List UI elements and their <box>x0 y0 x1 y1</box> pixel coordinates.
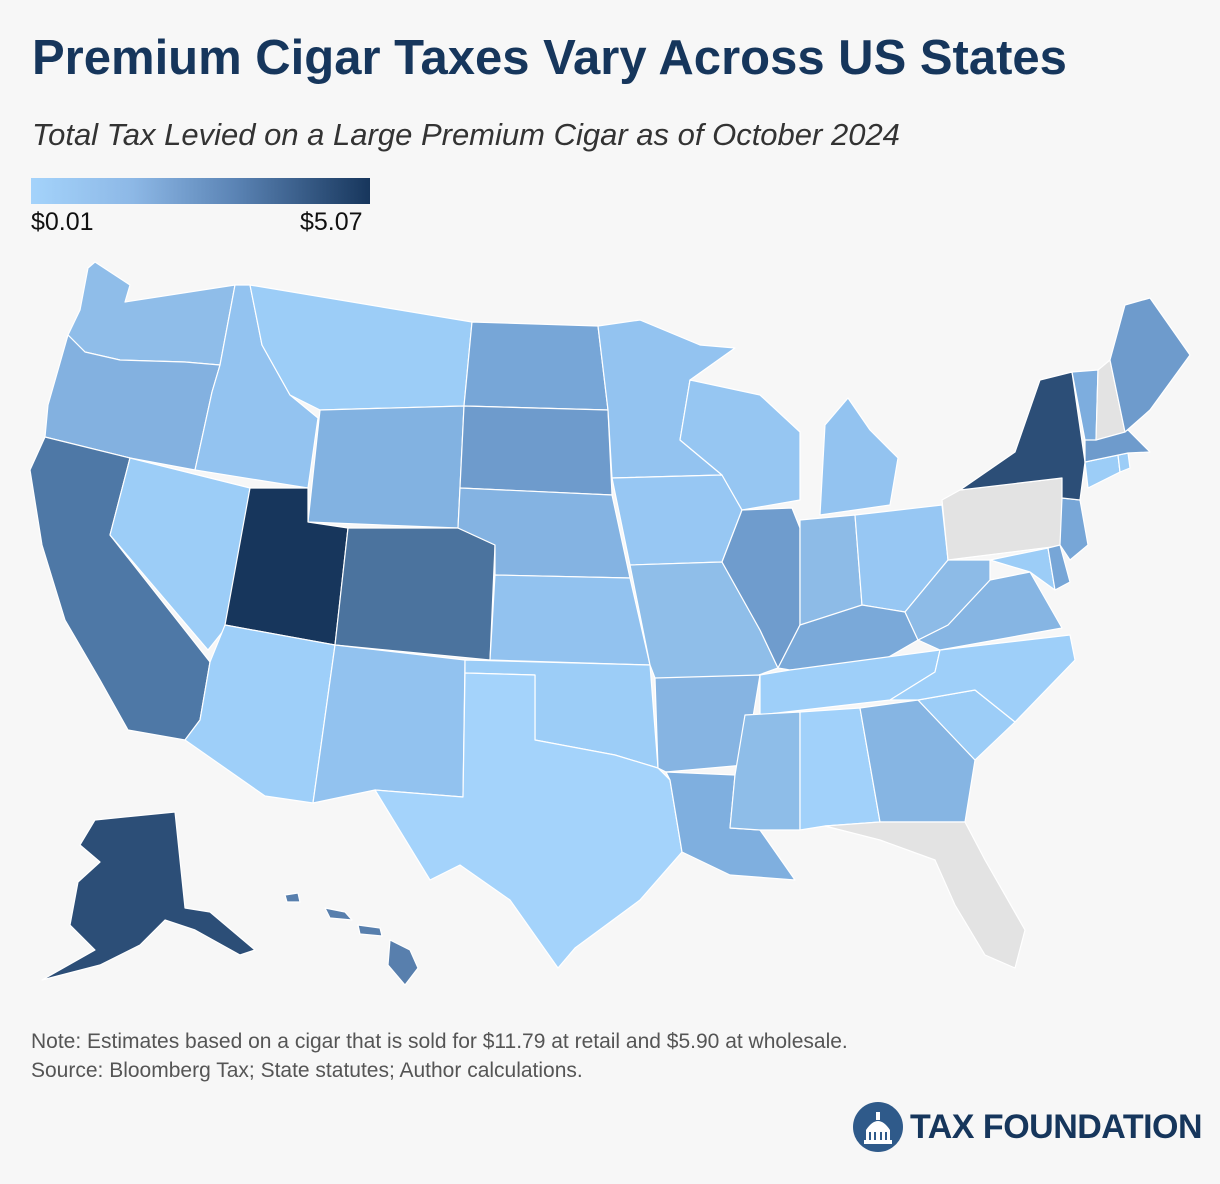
footnote: Note: Estimates based on a cigar that is… <box>31 1027 848 1085</box>
state-RI <box>1117 452 1131 473</box>
state-NY <box>959 371 1086 501</box>
state-KS <box>489 574 651 666</box>
state-ND <box>463 321 609 411</box>
state-FL <box>824 821 1026 969</box>
capitol-dome-icon <box>853 1102 903 1152</box>
state-WA <box>67 261 236 366</box>
state-WY <box>307 405 465 529</box>
state-NM <box>312 644 466 804</box>
state-DE <box>1047 544 1071 591</box>
source-line: Source: Bloomberg Tax; State statutes; A… <box>31 1059 583 1082</box>
state-WI <box>679 379 801 511</box>
brand-name: TAX FOUNDATION <box>910 1108 1203 1146</box>
state-AZ <box>184 624 336 804</box>
state-ME <box>1109 297 1191 433</box>
state-HI <box>284 892 419 986</box>
state-IA <box>611 474 743 566</box>
state-NJ <box>1059 497 1089 561</box>
state-MI <box>819 397 899 516</box>
note-line: Note: Estimates based on a cigar that is… <box>31 1030 848 1053</box>
state-NV <box>109 457 251 651</box>
chart-title: Premium Cigar Taxes Vary Across US State… <box>32 31 1067 85</box>
legend-color-scale <box>31 178 370 204</box>
chart-subtitle: Total Tax Levied on a Large Premium Ciga… <box>32 117 900 152</box>
state-AR <box>654 674 761 773</box>
tax-foundation-logo: TAX FOUNDATION <box>852 1100 1203 1154</box>
state-CO <box>334 527 496 661</box>
legend-max-label: $5.07 <box>300 208 363 236</box>
state-AK <box>41 811 256 981</box>
state-NC <box>889 634 1076 723</box>
state-SD <box>459 405 613 496</box>
state-TX <box>374 672 683 969</box>
us-states-map <box>29 261 1191 986</box>
legend-min-label: $0.01 <box>31 208 94 236</box>
